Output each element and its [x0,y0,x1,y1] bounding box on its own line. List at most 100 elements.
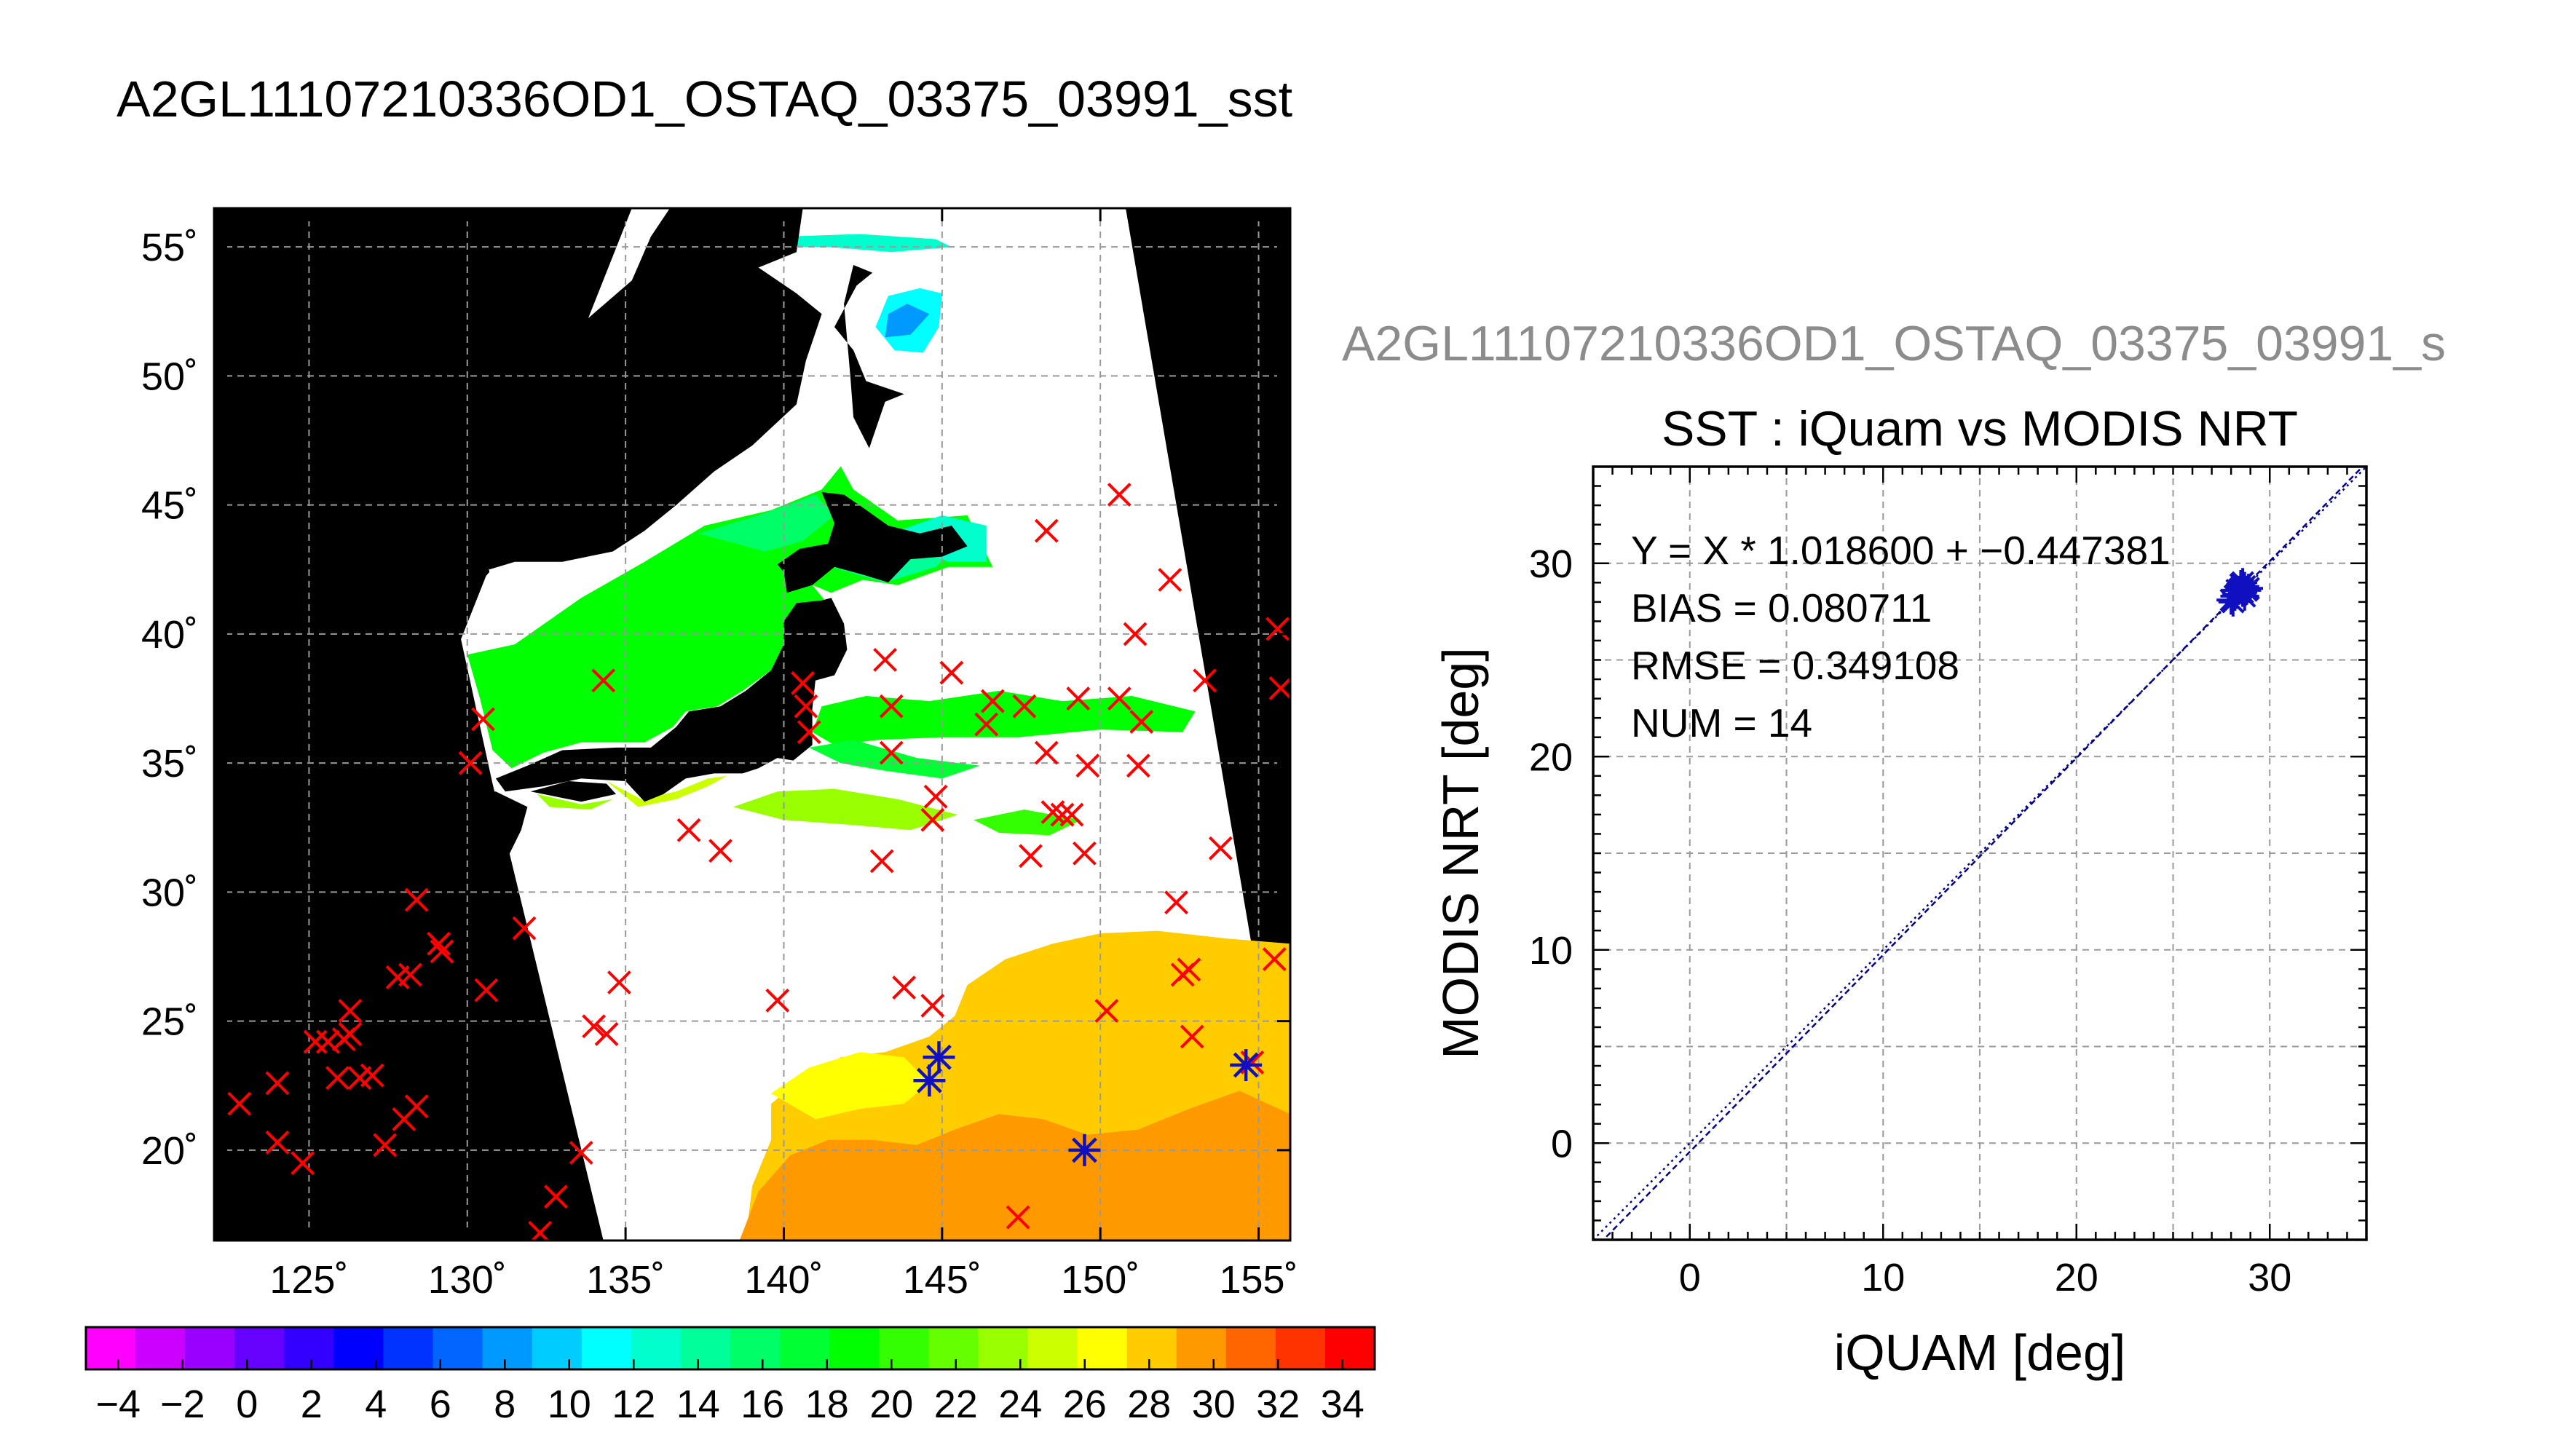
colorbar-cell-10 [581,1327,632,1369]
scatter-xtick-label-0: 0 [1679,1256,1701,1299]
match-cross-48 [1006,1205,1030,1230]
match-cross-52 [1034,518,1059,543]
land-5 [473,208,822,570]
valid-star-1 [923,1041,955,1074]
map-ytick-label-1: 25˚ [141,1000,198,1044]
colorbar-cell-14 [780,1327,830,1369]
colorbar-label-17: 30 [1192,1382,1236,1426]
colorbar-cell-21 [1126,1327,1177,1369]
colorbar-label-4: 4 [365,1382,387,1426]
match-cross-65 [1158,568,1182,592]
map-frame [213,207,1292,1242]
map-xtick-label-2: 135˚ [586,1258,665,1302]
scatter-xtick-label-2: 20 [2055,1256,2098,1299]
match-cross-19 [430,939,454,964]
land-4 [834,265,904,448]
map-xtick-label-1: 130˚ [428,1258,507,1302]
colorbar-cell-22 [1176,1327,1227,1369]
map-xtick-label-6: 155˚ [1219,1258,1298,1302]
match-cross-37 [869,849,894,874]
map-ticks [214,208,1290,1241]
match-cross-62 [1123,622,1148,646]
match-cross-17 [404,887,429,912]
colorbar-label-11: 18 [805,1382,849,1426]
colorbar-label-16: 28 [1127,1382,1171,1426]
land-masses [214,208,968,864]
scatter-ytick-label-1: 10 [1529,929,1573,973]
match-cross-18 [427,931,451,956]
sst-region-7 [812,690,1196,745]
colorbar-label-0: −4 [95,1382,141,1426]
colorbar-label-7: 10 [548,1382,591,1426]
colorbar-cell-15 [829,1327,880,1369]
match-cross-27 [582,1014,607,1039]
map-ytick-label-0: 20˚ [141,1129,198,1173]
match-cross-28 [594,1021,619,1046]
colorbar-cell-0 [86,1327,136,1369]
match-cross-11 [360,1063,384,1088]
match-cross-71 [1208,836,1233,860]
match-cross-69 [1180,1024,1204,1049]
match-cross-66 [1164,890,1188,915]
colorbar-cell-8 [482,1327,533,1369]
land-2 [461,791,528,864]
sst-region-11 [732,788,958,831]
match-cross-44 [920,993,945,1018]
colorbar-label-8: 12 [612,1382,655,1426]
sst-region-12 [974,810,1082,836]
sst-region-1 [698,494,834,552]
match-cross-47 [980,689,1005,713]
colorbar-cell-13 [730,1327,781,1369]
land-6 [214,208,499,779]
colorbar-cell-6 [383,1327,434,1369]
colorbar-tick-labels: −4 −2 0 2 4 6 8 10 12 14 16 18 20 22 24 26 28 30 32 34 [95,1382,1364,1426]
match-cross-55 [1059,802,1084,827]
match-cross-16 [404,1094,429,1119]
valid-star-0 [913,1064,946,1097]
match-cross-36 [797,720,821,745]
colorbar-label-15: 26 [1063,1382,1107,1426]
match-cross-3 [291,1151,315,1176]
colorbar-label-5: 6 [430,1382,451,1426]
match-cross-46 [974,712,999,737]
match-cross-35 [794,694,818,719]
scatter-stat-3: NUM = 14 [1631,700,1812,745]
match-cross-0 [227,1091,252,1116]
scatter-title: SST : iQuam vs MODIS NRT [1662,401,2298,456]
colorbar-ticks [117,1359,1343,1369]
match-cross-51 [1034,740,1059,765]
colorbar-cell-19 [1027,1327,1078,1369]
match-cross-64 [1129,710,1154,734]
scatter-stats: Y = X * 1.018600 + −0.447381 BIAS = 0.080… [1631,528,2171,745]
match-cross-73 [1262,947,1287,972]
match-cross-59 [1094,999,1119,1023]
map-xtick-label-4: 145˚ [903,1258,982,1302]
colorbar-cell-9 [532,1327,583,1369]
match-cross-32 [708,839,732,863]
colorbar-cells [86,1327,1375,1369]
match-cross-57 [1073,841,1097,866]
colorbar-cell-23 [1225,1327,1276,1369]
map-ytick-label-7: 55˚ [141,226,198,269]
colorbar-cell-4 [284,1327,334,1369]
colorbar-cell-17 [928,1327,979,1369]
match-cross-33 [765,988,790,1013]
colorbar-cell-3 [234,1327,285,1369]
sst-region-15 [771,1052,930,1120]
match-cross-6 [325,1066,350,1091]
colorbar-cell-25 [1324,1327,1375,1369]
match-cross-63 [1126,753,1150,778]
scatter-points [2216,568,2264,617]
scatter-stat-2: RMSE = 0.349108 [1631,643,1959,688]
match-cross-2 [265,1130,290,1155]
match-cross-20 [474,978,499,1002]
match-crosses [227,483,1290,1241]
colorbar-label-9: 14 [676,1382,720,1426]
match-cross-25 [544,1184,568,1209]
scatter-x-label: iQUAM [deg] [1834,1324,2126,1381]
match-cross-34 [791,670,815,695]
match-cross-29 [607,970,631,994]
match-cross-56 [1066,687,1091,711]
match-cross-74 [1265,617,1290,641]
